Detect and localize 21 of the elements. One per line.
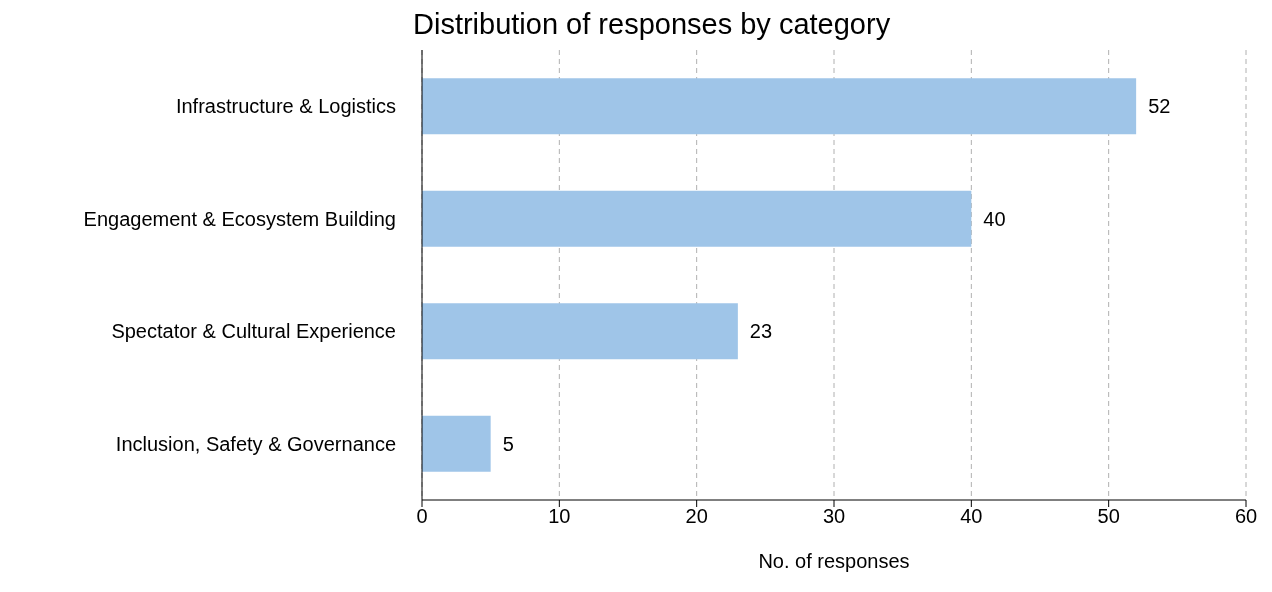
y-tick-label: Engagement & Ecosystem Building bbox=[83, 207, 396, 230]
y-tick-label: Spectator & Cultural Experience bbox=[111, 320, 396, 343]
x-tick-label: 0 bbox=[416, 505, 428, 528]
bar bbox=[422, 190, 972, 247]
y-tick-label: Infrastructure & Logistics bbox=[175, 95, 396, 118]
x-tick-label: 60 bbox=[1234, 505, 1258, 528]
data-label: 5 bbox=[502, 432, 514, 455]
y-tick-label: Inclusion, Safety & Governance bbox=[115, 432, 396, 455]
data-label: 40 bbox=[983, 207, 1006, 230]
chart-title: Distribution of responses by category bbox=[413, 8, 891, 41]
x-tick-label: 10 bbox=[548, 505, 571, 528]
bar bbox=[422, 303, 738, 360]
x-tick-label: 30 bbox=[822, 505, 846, 528]
x-tick-label: 50 bbox=[1097, 505, 1120, 528]
x-tick-label: 40 bbox=[960, 505, 983, 528]
x-tick-label: 20 bbox=[685, 505, 708, 528]
x-axis-title: No. of responses bbox=[758, 550, 910, 572]
bar bbox=[422, 415, 491, 472]
data-label: 23 bbox=[749, 320, 773, 343]
data-label: 52 bbox=[1148, 95, 1171, 118]
bar bbox=[422, 78, 1137, 135]
